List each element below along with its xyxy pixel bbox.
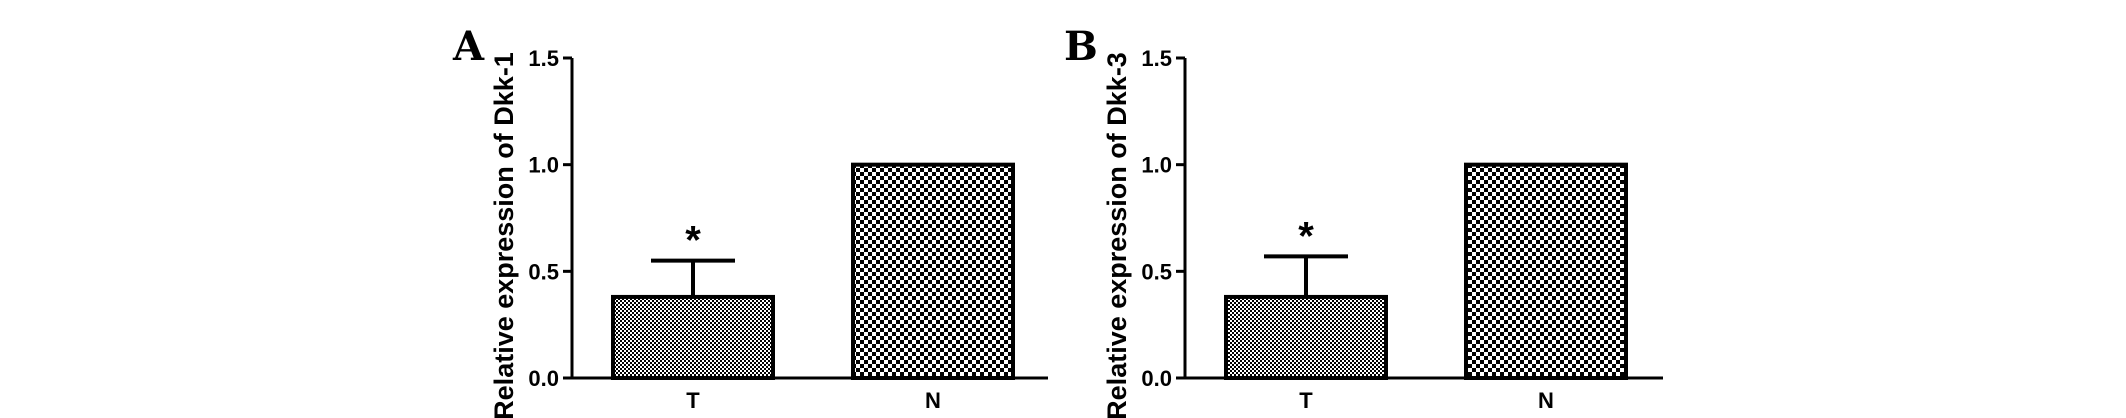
x-category-label-n-a: N: [925, 388, 941, 413]
y-tick-label-a: 1.5: [528, 46, 559, 71]
x-category-label-n-b: N: [1538, 388, 1554, 413]
x-category-label-t-a: T: [686, 388, 700, 413]
y-axis-label-a: Relative expression of Dkk-1: [489, 52, 519, 418]
panel-label-a: A: [452, 23, 485, 70]
plot-area-b: 0.0 0.5 1.0 1.5 * T N: [1141, 46, 1663, 413]
y-tick-label-b: 1.0: [1141, 153, 1172, 178]
significance-marker-b: *: [1298, 214, 1314, 258]
y-axis-label-b: Relative expression of Dkk-3: [1102, 52, 1132, 418]
chart-panel-a: A Relative expression of Dkk-1 0.0 0.5 1.0…: [452, 23, 1048, 418]
y-tick-label-b: 0.5: [1141, 259, 1172, 284]
y-tick-label-b: 0.0: [1141, 366, 1172, 391]
plot-area-a: 0.0 0.5 1.0 1.5 * T N: [528, 46, 1048, 413]
bar-n-a: [851, 162, 1015, 380]
x-category-label-t-b: T: [1299, 388, 1313, 413]
y-tick-label-a: 1.0: [528, 153, 559, 178]
y-tick-label-b: 1.5: [1141, 46, 1172, 71]
y-tick-label-a: 0.5: [528, 259, 559, 284]
significance-marker-a: *: [685, 219, 701, 263]
chart-panel-b: B Relative expression of Dkk-3 0.0 0.5 1.0…: [1064, 23, 1663, 418]
bar-t-a: [611, 294, 775, 380]
bar-n-b: [1464, 162, 1628, 380]
y-tick-label-a: 0.0: [528, 366, 559, 391]
panel-label-b: B: [1064, 23, 1098, 70]
bar-t-b: [1224, 294, 1388, 380]
